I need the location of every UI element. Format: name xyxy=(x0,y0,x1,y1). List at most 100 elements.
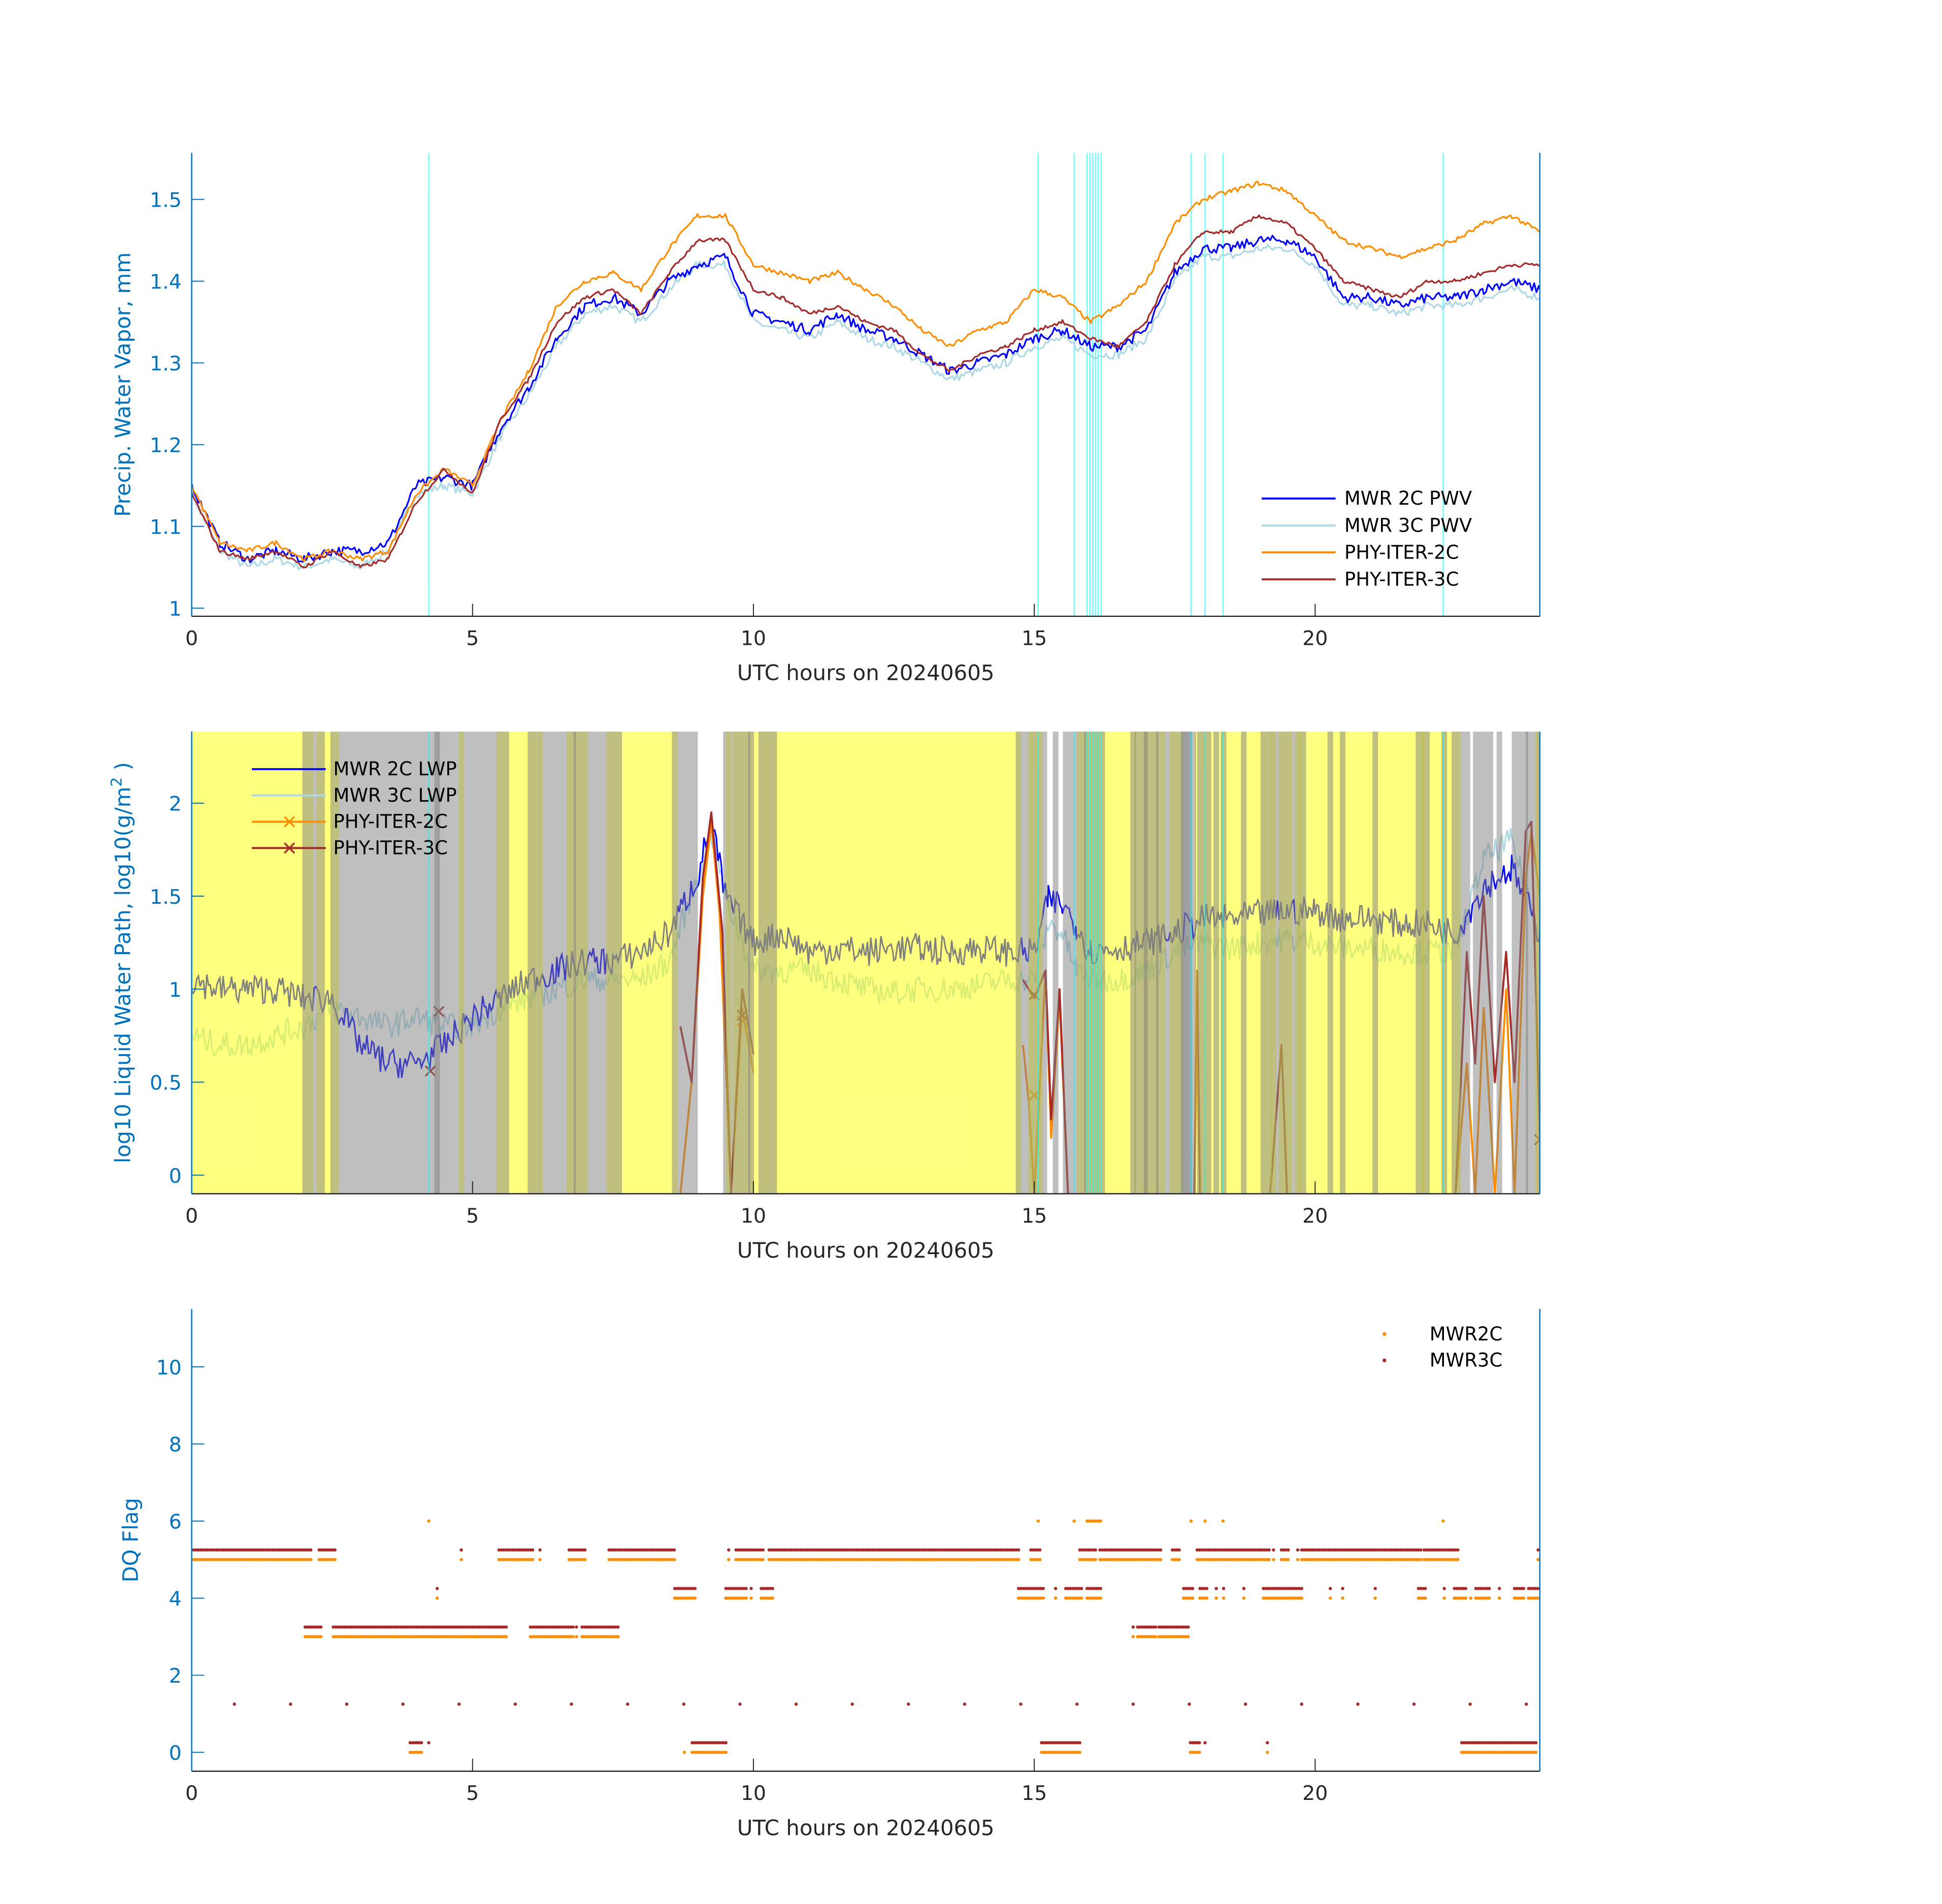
flag-point xyxy=(675,1596,679,1600)
flag-point xyxy=(572,1548,576,1552)
flag-point xyxy=(992,1558,996,1561)
flag-point xyxy=(381,1625,384,1629)
flag-point xyxy=(255,1558,259,1561)
shade-flagged-data xyxy=(1441,731,1447,1194)
flag-point xyxy=(656,1548,661,1552)
flag-point xyxy=(736,1558,740,1561)
flag-point xyxy=(911,1558,915,1561)
flag-point xyxy=(1457,1587,1461,1590)
flag-point xyxy=(1293,1587,1297,1590)
flag-point xyxy=(1442,1587,1446,1590)
flag-point xyxy=(210,1548,214,1552)
flag-point xyxy=(835,1558,838,1561)
flag-point xyxy=(1150,1558,1154,1561)
flag-point xyxy=(1419,1596,1423,1600)
flag-point xyxy=(457,1635,461,1638)
flag-point xyxy=(664,1548,667,1552)
flag-point xyxy=(504,1558,508,1561)
flag-point xyxy=(882,1548,885,1552)
flag-point xyxy=(1414,1548,1418,1552)
flag-point xyxy=(551,1625,555,1629)
flag-point xyxy=(1131,1635,1135,1638)
flag-point xyxy=(293,1558,297,1561)
flag-point xyxy=(1293,1596,1297,1600)
flag-point xyxy=(699,1741,703,1745)
flag-point xyxy=(376,1625,380,1629)
flag-point xyxy=(414,1625,418,1629)
flag-point xyxy=(1442,1596,1446,1600)
flag-point xyxy=(372,1635,376,1638)
flag-point xyxy=(408,1751,412,1754)
shade-flagged-data xyxy=(1372,731,1378,1194)
flag-point xyxy=(792,1548,796,1552)
flag-point xyxy=(1026,1596,1030,1600)
flag-point xyxy=(954,1558,958,1561)
flag-point xyxy=(1289,1587,1292,1590)
flag-point xyxy=(1090,1587,1094,1590)
flag-point xyxy=(1329,1548,1333,1552)
flag-point xyxy=(1159,1635,1163,1638)
flag-point xyxy=(789,1558,794,1561)
flag-point xyxy=(414,1635,418,1638)
flag-point xyxy=(1042,1741,1046,1745)
flag-point xyxy=(356,1625,360,1629)
flag-point xyxy=(333,1558,337,1561)
flag-point xyxy=(1082,1548,1086,1552)
flag-point xyxy=(768,1587,772,1590)
flag-point xyxy=(844,1548,847,1552)
flag-point xyxy=(354,1625,357,1629)
flag-point xyxy=(515,1548,519,1552)
flag-point xyxy=(1444,1548,1449,1552)
flag-point xyxy=(1088,1519,1091,1523)
flag-point xyxy=(289,1558,292,1561)
flag-point xyxy=(1352,1558,1355,1561)
flag-point xyxy=(702,1741,705,1745)
flag-point xyxy=(427,1741,431,1745)
flag-point xyxy=(345,1625,349,1629)
x-tick-label: 10 xyxy=(741,1782,766,1805)
flag-point xyxy=(607,1548,611,1552)
flag-point xyxy=(1336,1558,1339,1561)
flag-point xyxy=(929,1548,933,1552)
x-tick-label: 0 xyxy=(185,1204,198,1228)
flag-point xyxy=(1497,1587,1501,1590)
flag-point xyxy=(967,1558,971,1561)
flag-point xyxy=(1077,1596,1081,1600)
flag-point xyxy=(1191,1587,1195,1590)
flag-point xyxy=(1003,1548,1007,1552)
flag-point xyxy=(535,1635,539,1638)
flag-point xyxy=(697,1751,701,1754)
flag-point xyxy=(1410,1558,1413,1561)
flag-point xyxy=(1284,1596,1288,1600)
flag-point xyxy=(1462,1587,1465,1590)
flag-point xyxy=(1092,1548,1095,1552)
flag-point xyxy=(1517,1587,1521,1590)
flag-point xyxy=(340,1625,344,1629)
flag-point xyxy=(1019,1587,1023,1590)
flag-point xyxy=(1249,1548,1253,1552)
shade-flagged-data xyxy=(1473,731,1494,1194)
flag-point xyxy=(1026,1587,1030,1590)
flag-point xyxy=(455,1625,458,1629)
flag-point xyxy=(828,1558,832,1561)
flag-point xyxy=(1417,1548,1421,1552)
flag-point xyxy=(244,1548,247,1552)
flag-point xyxy=(433,1625,436,1629)
flag-point xyxy=(1200,1558,1204,1561)
flag-point xyxy=(242,1548,245,1552)
flag-point xyxy=(1100,1548,1104,1552)
flag-point xyxy=(459,1558,463,1561)
flag-point xyxy=(803,1558,807,1561)
flag-point xyxy=(1195,1751,1199,1754)
flag-point xyxy=(1151,1635,1155,1638)
flag-point xyxy=(221,1558,225,1561)
x-tick-label: 0 xyxy=(185,627,198,650)
flag-point xyxy=(690,1741,694,1745)
flag-point xyxy=(1142,1625,1146,1629)
flag-point xyxy=(1480,1587,1485,1590)
flag-point xyxy=(1282,1558,1286,1561)
flag-point xyxy=(1068,1596,1072,1600)
flag-point xyxy=(821,1548,825,1552)
flag-point xyxy=(271,1558,275,1561)
flag-point xyxy=(1092,1596,1096,1600)
